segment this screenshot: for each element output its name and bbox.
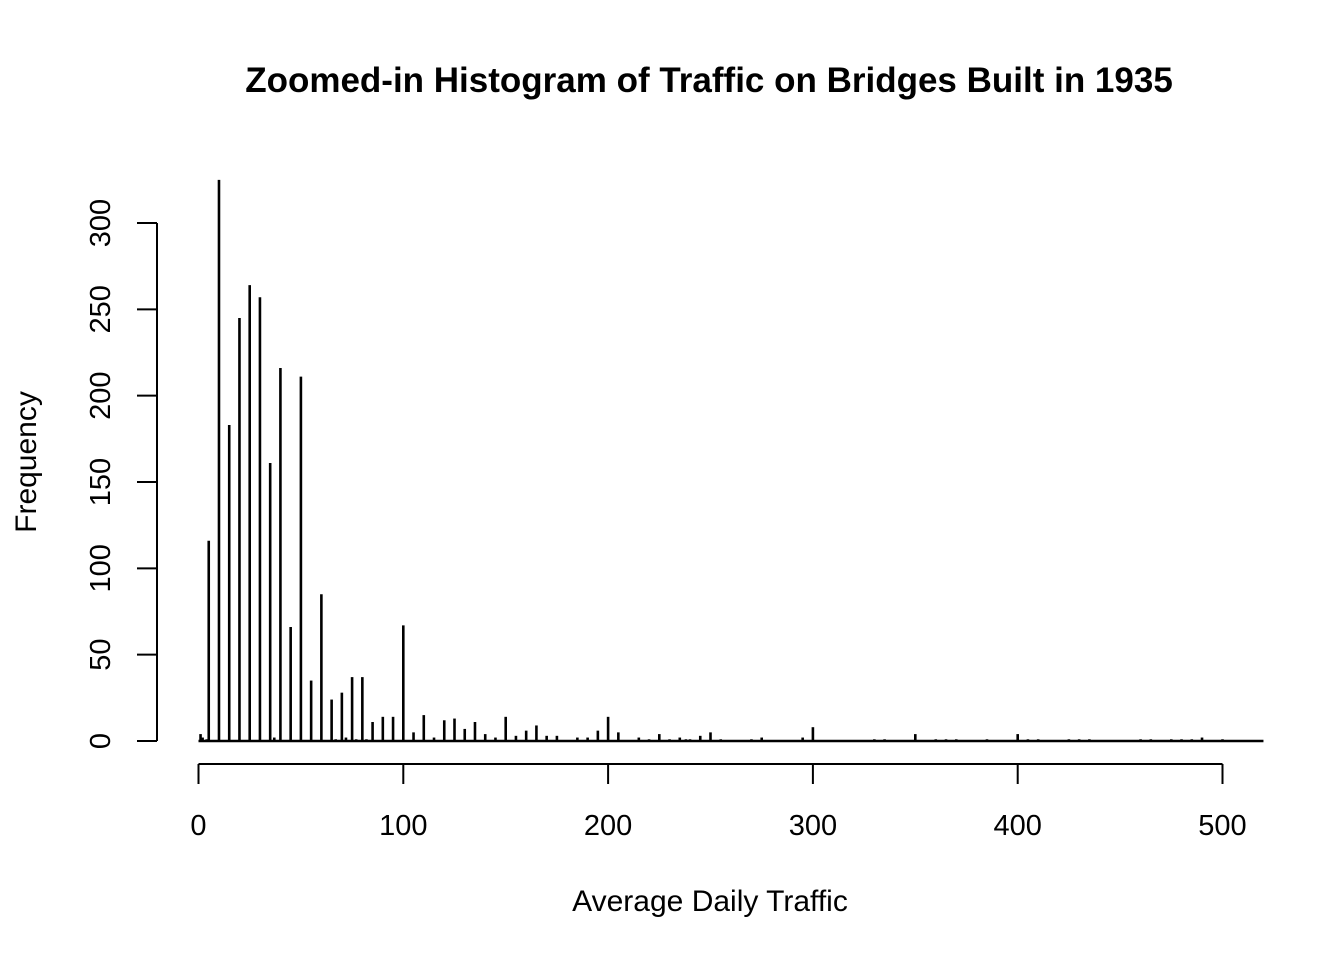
y-tick-label-300: 300 — [85, 199, 117, 247]
x-tick-label-500: 500 — [1198, 810, 1246, 842]
x-axis-label: Average Daily Traffic — [572, 885, 848, 918]
x-tick-label-100: 100 — [379, 810, 427, 842]
x-tick-label-300: 300 — [789, 810, 837, 842]
y-tick-label-250: 250 — [85, 285, 117, 333]
x-axis: 0 100 200 300 400 500 — [190, 763, 1247, 842]
bars-layer — [198, 179, 1264, 743]
chart-title: Zoomed-in Histogram of Traffic on Bridge… — [245, 61, 1173, 100]
y-tick-label-200: 200 — [85, 371, 117, 419]
y-tick-label-150: 150 — [85, 458, 117, 506]
x-tick-label-0: 0 — [190, 810, 206, 842]
y-tick-label-100: 100 — [85, 544, 117, 592]
y-tick-label-0: 0 — [85, 733, 117, 749]
y-tick-label-50: 50 — [85, 639, 117, 671]
x-tick-label-200: 200 — [584, 810, 632, 842]
x-tick-label-400: 400 — [994, 810, 1042, 842]
y-axis: 0 50 100 150 200 250 300 — [85, 199, 158, 749]
y-axis-label: Frequency — [10, 391, 43, 533]
